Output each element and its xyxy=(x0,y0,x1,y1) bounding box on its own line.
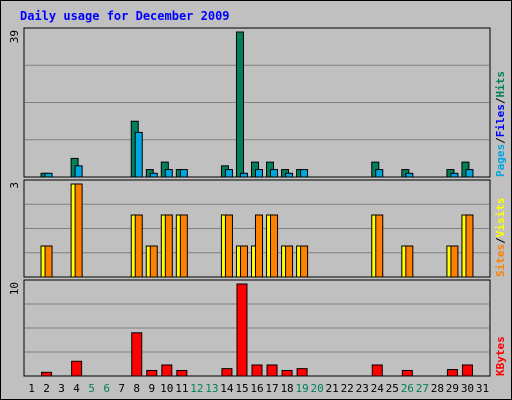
legend-kbytes: KBytes xyxy=(494,336,507,376)
x-tick-label-4: 4 xyxy=(73,382,80,395)
y-max-label: 39 xyxy=(8,30,21,43)
bar-sites-day-14 xyxy=(224,214,233,278)
bar-files-day-29 xyxy=(450,172,459,178)
x-tick-label-11: 11 xyxy=(175,382,188,395)
x-tick-label-26: 26 xyxy=(401,382,414,395)
bar-sites-day-24 xyxy=(375,214,384,278)
bar-files-day-16 xyxy=(255,169,263,178)
x-tick-label-17: 17 xyxy=(265,382,278,395)
x-tick-label-1: 1 xyxy=(28,382,35,395)
x-tick-label-3: 3 xyxy=(58,382,65,395)
bar-files-day-30 xyxy=(465,169,474,178)
bar-sites-day-2 xyxy=(44,245,53,278)
y-max-label: 3 xyxy=(8,182,21,189)
chart-title: Daily usage for December 2009 xyxy=(20,9,230,23)
x-tick-label-6: 6 xyxy=(103,382,110,395)
bar-files-day-4 xyxy=(74,165,83,178)
bar-kbytes-day-30 xyxy=(461,364,473,377)
bar-files-day-10 xyxy=(164,169,173,178)
bar-kbytes-day-11 xyxy=(176,369,188,377)
legend-entry: KBytes xyxy=(494,336,507,376)
x-tick-label-7: 7 xyxy=(118,382,125,395)
x-tick-label-8: 8 xyxy=(133,382,140,395)
bar-kbytes-day-4 xyxy=(71,360,83,377)
legend-entry: Hits xyxy=(494,71,507,98)
x-tick-label-21: 21 xyxy=(326,382,339,395)
bar-sites-day-30 xyxy=(465,214,474,278)
bar-sites-day-19 xyxy=(300,245,309,278)
bar-kbytes-day-16 xyxy=(251,364,263,377)
bar-kbytes-day-24 xyxy=(371,364,383,377)
bar-sites-day-26 xyxy=(405,245,414,278)
legend-entry: Visits xyxy=(494,198,507,238)
legend-entry: Sites xyxy=(494,244,507,277)
x-tick-label-10: 10 xyxy=(160,382,173,395)
bar-sites-day-10 xyxy=(164,214,173,278)
x-tick-label-28: 28 xyxy=(431,382,444,395)
bar-kbytes-day-18 xyxy=(281,369,293,377)
bar-sites-day-4 xyxy=(74,183,83,278)
bar-kbytes-day-10 xyxy=(161,364,173,377)
bar-sites-day-18 xyxy=(285,245,294,278)
x-tick-label-18: 18 xyxy=(280,382,293,395)
bar-kbytes-day-2 xyxy=(41,371,53,377)
x-tick-label-9: 9 xyxy=(148,382,155,395)
bar-kbytes-day-17 xyxy=(266,364,278,377)
bar-sites-day-16 xyxy=(255,214,263,278)
bar-kbytes-day-8 xyxy=(131,332,143,377)
legend-entry: / xyxy=(494,237,507,244)
bar-kbytes-day-14 xyxy=(221,368,233,377)
bar-sites-day-15 xyxy=(239,245,248,278)
x-tick-label-15: 15 xyxy=(235,382,248,395)
x-tick-label-5: 5 xyxy=(88,382,95,395)
bar-sites-day-9 xyxy=(149,245,158,278)
legend-entry: Pages xyxy=(494,144,507,177)
bar-files-day-14 xyxy=(224,169,233,178)
bar-files-day-15 xyxy=(239,172,248,178)
bar-files-day-2 xyxy=(44,172,53,178)
legend-visits-sites: Sites/Visits xyxy=(494,198,507,278)
bar-sites-day-29 xyxy=(450,245,459,278)
bar-kbytes-day-9 xyxy=(146,369,158,377)
bar-files-day-11 xyxy=(179,169,188,178)
x-tick-label-20: 20 xyxy=(311,382,324,395)
x-tick-label-29: 29 xyxy=(446,382,459,395)
bar-files-day-18 xyxy=(285,172,294,178)
x-tick-label-22: 22 xyxy=(341,382,354,395)
legend-entry: / xyxy=(494,137,507,144)
bar-sites-day-11 xyxy=(179,214,188,278)
bar-sites-day-8 xyxy=(134,214,143,278)
x-tick-label-31: 31 xyxy=(476,382,489,395)
x-tick-label-24: 24 xyxy=(371,382,385,395)
bar-kbytes-day-26 xyxy=(401,369,413,377)
legend-entry: Files xyxy=(494,104,507,137)
bar-files-day-17 xyxy=(270,169,279,178)
x-tick-label-12: 12 xyxy=(190,382,203,395)
x-tick-label-14: 14 xyxy=(220,382,234,395)
x-tick-label-19: 19 xyxy=(295,382,308,395)
legend-hits-files-pages: Pages/Files/Hits xyxy=(494,71,507,177)
bar-files-day-24 xyxy=(375,169,384,178)
bar-kbytes-day-15 xyxy=(236,283,248,377)
bar-files-day-26 xyxy=(405,172,414,178)
bar-files-day-19 xyxy=(300,169,309,178)
x-tick-label-27: 27 xyxy=(416,382,429,395)
x-tick-label-13: 13 xyxy=(205,382,218,395)
bar-kbytes-day-29 xyxy=(446,369,458,377)
x-tick-label-23: 23 xyxy=(356,382,369,395)
x-tick-label-25: 25 xyxy=(386,382,399,395)
bar-sites-day-17 xyxy=(270,214,279,278)
x-tick-label-30: 30 xyxy=(461,382,474,395)
bar-kbytes-day-19 xyxy=(296,368,308,377)
bar-hits-day-15 xyxy=(235,31,244,178)
bar-files-day-8 xyxy=(134,131,143,178)
bar-files-day-9 xyxy=(149,172,158,178)
x-tick-label-16: 16 xyxy=(250,382,263,395)
x-tick-label-2: 2 xyxy=(43,382,50,395)
legend-entry: / xyxy=(494,97,507,104)
y-max-label: 10 xyxy=(8,282,21,295)
